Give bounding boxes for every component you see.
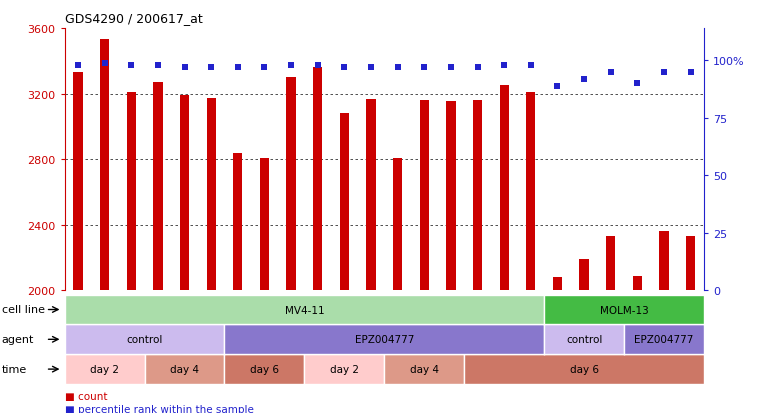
Point — [498, 62, 510, 69]
Bar — [153, 83, 163, 291]
Point — [444, 65, 457, 71]
Text: day 4: day 4 — [409, 364, 439, 374]
Bar — [419, 101, 429, 291]
Point — [258, 65, 271, 71]
Bar — [686, 236, 696, 291]
Text: day 6: day 6 — [250, 364, 279, 374]
Text: MOLM-13: MOLM-13 — [600, 305, 648, 315]
Text: day 4: day 4 — [170, 364, 199, 374]
Point — [72, 62, 84, 69]
Point — [285, 62, 297, 69]
Point — [312, 62, 324, 69]
Text: ■ percentile rank within the sample: ■ percentile rank within the sample — [65, 404, 253, 413]
Bar — [180, 96, 189, 291]
Point — [524, 62, 537, 69]
Text: EPZ004777: EPZ004777 — [634, 335, 694, 344]
Bar — [499, 86, 509, 291]
Point — [631, 81, 643, 87]
Point — [365, 65, 377, 71]
Text: EPZ004777: EPZ004777 — [355, 335, 414, 344]
Bar — [552, 277, 562, 291]
Bar — [339, 114, 349, 291]
Point — [471, 65, 484, 71]
Point — [684, 69, 696, 76]
Bar — [313, 68, 323, 291]
Text: control: control — [566, 335, 602, 344]
Point — [338, 65, 350, 71]
Text: MV4-11: MV4-11 — [285, 305, 324, 315]
Text: time: time — [2, 364, 27, 374]
Text: day 6: day 6 — [569, 364, 599, 374]
Point — [578, 76, 590, 83]
Point — [98, 60, 111, 66]
Point — [391, 65, 403, 71]
Text: GDS4290 / 200617_at: GDS4290 / 200617_at — [65, 12, 202, 25]
Text: cell line: cell line — [2, 305, 45, 315]
Point — [125, 62, 137, 69]
Text: day 2: day 2 — [330, 364, 359, 374]
Text: agent: agent — [2, 335, 34, 344]
Text: ■ count: ■ count — [65, 391, 107, 401]
Text: control: control — [126, 335, 163, 344]
Bar — [286, 78, 296, 291]
Bar — [632, 276, 642, 291]
Point — [178, 65, 190, 71]
Point — [658, 69, 670, 76]
Point — [419, 65, 431, 71]
Bar — [233, 153, 243, 291]
Bar — [393, 158, 403, 291]
Bar — [206, 98, 216, 291]
Bar — [606, 237, 616, 291]
Point — [151, 62, 164, 69]
Text: day 2: day 2 — [90, 364, 119, 374]
Point — [205, 65, 218, 71]
Bar — [366, 100, 376, 291]
Bar — [473, 101, 482, 291]
Point — [551, 83, 563, 90]
Point — [231, 65, 244, 71]
Bar — [126, 93, 136, 291]
Bar — [579, 260, 589, 291]
Bar — [73, 73, 83, 291]
Bar — [659, 232, 669, 291]
Bar — [260, 158, 269, 291]
Point — [604, 69, 616, 76]
Bar — [446, 102, 456, 291]
Bar — [100, 40, 110, 291]
Bar — [526, 93, 536, 291]
